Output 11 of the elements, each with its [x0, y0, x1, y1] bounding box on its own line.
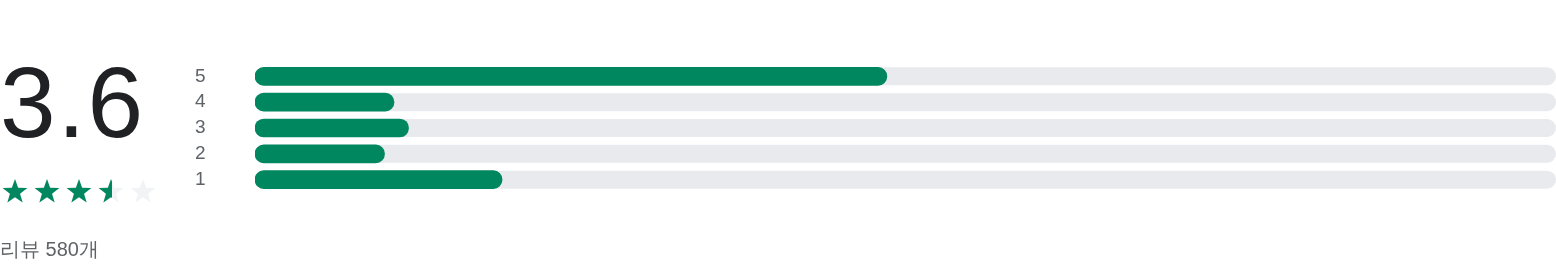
bar	[255, 92, 395, 112]
y-tick-label: 1	[195, 167, 206, 189]
bar	[255, 118, 409, 138]
bar	[255, 170, 503, 190]
text: 리뷰 580개	[0, 237, 99, 262]
bar	[255, 144, 385, 164]
text: 3.6	[0, 46, 146, 158]
y-tick-label: 5	[195, 64, 206, 86]
y-tick-label: 3	[195, 116, 206, 138]
y-tick-label: 2	[195, 142, 206, 164]
y-tick-label: 4	[195, 90, 206, 112]
